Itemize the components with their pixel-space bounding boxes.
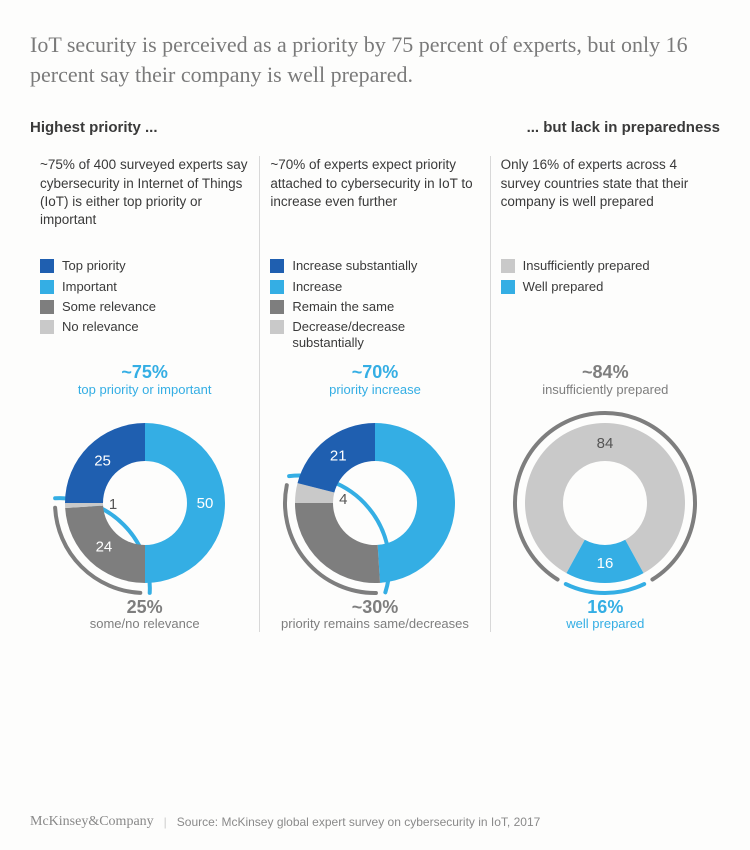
brand-label: McKinsey&Company: [30, 814, 154, 830]
legend: Increase substantially Increase Remain the…: [270, 258, 479, 354]
legend-swatch: [40, 280, 54, 294]
legend-label: Some relevance: [62, 299, 156, 315]
chart-title: IoT security is perceived as a priority …: [30, 30, 720, 89]
bottom-callout: 16%well prepared: [505, 597, 705, 633]
legend-item: Some relevance: [40, 299, 249, 315]
segment-value-label: 24: [95, 539, 112, 556]
legend-swatch: [501, 259, 515, 273]
legend-swatch: [40, 320, 54, 334]
segment-value-label: 21: [330, 448, 347, 465]
legend-swatch: [40, 300, 54, 314]
donut-segment: [375, 423, 455, 583]
legend-swatch: [501, 280, 515, 294]
segment-value-label: 1: [109, 496, 117, 513]
chart-panel: ~75% of 400 surveyed experts say cyberse…: [30, 156, 259, 632]
legend-swatch: [270, 280, 284, 294]
legend-item: Important: [40, 279, 249, 295]
legend-label: No relevance: [62, 319, 139, 335]
segment-value-label: 4: [339, 491, 347, 508]
legend-item: Decrease/decrease substantially: [270, 319, 479, 352]
top-callout: ~75%top priority or important: [45, 362, 245, 398]
legend-label: Decrease/decrease substantially: [292, 319, 479, 352]
legend-swatch: [40, 259, 54, 273]
legend-label: Top priority: [62, 258, 126, 274]
footer: McKinsey&Company | Source: McKinsey glob…: [30, 814, 720, 830]
legend-label: Insufficiently prepared: [523, 258, 650, 274]
panels-container: ~75% of 400 surveyed experts say cyberse…: [30, 156, 720, 632]
panel-description: Only 16% of experts across 4 survey coun…: [501, 156, 710, 248]
legend: Top priority Important Some relevance No re…: [40, 258, 249, 354]
legend-label: Increase: [292, 279, 342, 295]
legend-item: Insufficiently prepared: [501, 258, 710, 274]
legend-item: Increase: [270, 279, 479, 295]
bottom-callout: ~30%priority remains same/decreases: [275, 597, 475, 633]
legend-item: Top priority: [40, 258, 249, 274]
segment-value-label: 84: [597, 435, 614, 452]
subheader-right: ... but lack in preparedness: [527, 119, 720, 136]
donut-chart: ~75%top priority or important 25%some/no …: [45, 362, 245, 632]
bottom-callout: 25%some/no relevance: [45, 597, 245, 633]
legend-item: Remain the same: [270, 299, 479, 315]
chart-panel: ~70% of experts expect priority attached…: [259, 156, 489, 632]
legend-label: Well prepared: [523, 279, 604, 295]
legend-item: Well prepared: [501, 279, 710, 295]
legend-swatch: [270, 259, 284, 273]
legend-label: Increase substantially: [292, 258, 417, 274]
legend-item: Increase substantially: [270, 258, 479, 274]
source-label: Source: McKinsey global expert survey on…: [177, 815, 541, 829]
subheader-left: Highest priority ...: [30, 119, 158, 136]
legend-swatch: [270, 300, 284, 314]
donut-segment: [295, 503, 380, 583]
legend-label: Important: [62, 279, 117, 295]
chart-panel: Only 16% of experts across 4 survey coun…: [490, 156, 720, 632]
legend-swatch: [270, 320, 284, 334]
subheader-row: Highest priority ... ... but lack in pre…: [30, 119, 720, 136]
top-callout: ~70%priority increase: [275, 362, 475, 398]
panel-description: ~70% of experts expect priority attached…: [270, 156, 479, 248]
legend: Insufficiently prepared Well prepared: [501, 258, 710, 354]
legend-label: Remain the same: [292, 299, 394, 315]
top-callout: ~84%insufficiently prepared: [505, 362, 705, 398]
segment-value-label: 50: [196, 495, 213, 512]
legend-item: No relevance: [40, 319, 249, 335]
segment-value-label: 25: [94, 453, 111, 470]
panel-description: ~75% of 400 surveyed experts say cyberse…: [40, 156, 249, 248]
donut-chart: ~84%insufficiently prepared 16%well prepa…: [505, 362, 705, 632]
donut-chart: ~70%priority increase ~30%priority remain…: [275, 362, 475, 632]
footer-separator: |: [164, 815, 167, 829]
segment-value-label: 16: [597, 555, 614, 572]
